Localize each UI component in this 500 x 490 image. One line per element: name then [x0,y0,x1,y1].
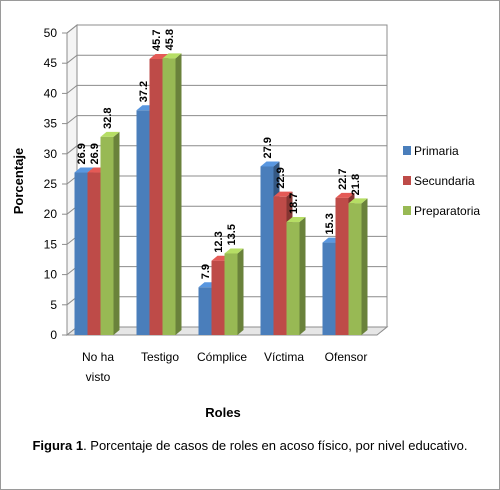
legend-swatch [403,146,411,155]
caption-label: Figura 1 [32,438,84,453]
y-tick-label: 20 [44,207,58,221]
data-label: 18.7 [288,193,300,214]
x-category-label: Víctima [264,350,304,364]
data-label: 45.7 [151,30,163,51]
legend-label: Preparatoria [414,204,480,218]
bar [224,253,238,335]
bar [335,197,349,335]
x-category-label: Testigo [141,350,179,364]
x-category-label: No ha visto [82,350,114,384]
bar [260,166,274,335]
y-tick-label: 5 [50,298,57,312]
data-label: 45.8 [164,29,176,50]
data-label: 27.9 [262,137,274,158]
bar-top [335,192,355,198]
bar [162,58,176,335]
bar [100,136,114,335]
data-label: 21.8 [350,174,362,195]
bar [136,110,150,335]
x-category-label: Cómplice [197,350,247,364]
y-tick-label: 10 [44,268,58,282]
bar-side [237,248,244,335]
bar [74,172,88,335]
y-tick-label: 25 [44,177,58,191]
legend-label: Primaria [414,144,459,158]
y-tick-label: 35 [44,117,58,131]
bar-top [348,198,368,204]
data-label: 26.9 [76,143,88,164]
caption-text: . Porcentaje de casos de roles en acoso … [83,438,468,453]
bar [87,172,101,335]
y-axis-title: Porcentaje [11,148,26,214]
y-tick-label: 50 [44,26,58,40]
x-axis-title: Roles [205,405,240,420]
gridline [66,145,387,155]
bar [211,260,225,335]
data-label: 22.9 [275,167,287,188]
gridline [66,54,387,64]
x-category-label: Ofensor [325,350,368,364]
y-tick-label: 40 [44,86,58,100]
data-label: 26.9 [89,143,101,164]
bar-top [286,217,306,223]
data-label: 13.5 [226,224,238,245]
data-label: 37.2 [138,81,150,102]
data-label: 7.9 [200,264,212,279]
y-tick-label: 45 [44,56,58,70]
data-label: 15.3 [324,213,336,234]
legend-label: Secundaria [414,174,475,188]
bar [348,203,362,335]
bar [286,222,300,335]
data-label: 22.7 [337,168,349,189]
legend-swatch [403,176,411,185]
data-label: 32.8 [102,107,114,128]
bar [322,242,336,335]
y-tick-label: 0 [50,328,57,342]
bar-side [175,53,182,335]
bar [198,287,212,335]
bar-top [224,248,244,254]
bar-top [260,161,280,167]
gridline [66,24,387,34]
bar-top [162,53,182,59]
legend-swatch [403,206,411,215]
data-label: 12.3 [213,231,225,252]
y-tick-label: 30 [44,147,58,161]
bar [273,196,287,335]
gridline [66,115,387,124]
bar-side [113,131,120,335]
bar-top [273,191,293,197]
bar [149,58,163,336]
bar-top [74,167,94,173]
gridline [66,84,387,94]
bar-top [100,131,120,137]
bar-side [299,217,306,335]
figure-caption: Figura 1. Porcentaje de casos de roles e… [1,437,499,455]
bar-side [361,198,368,335]
y-tick-label: 15 [44,237,58,251]
